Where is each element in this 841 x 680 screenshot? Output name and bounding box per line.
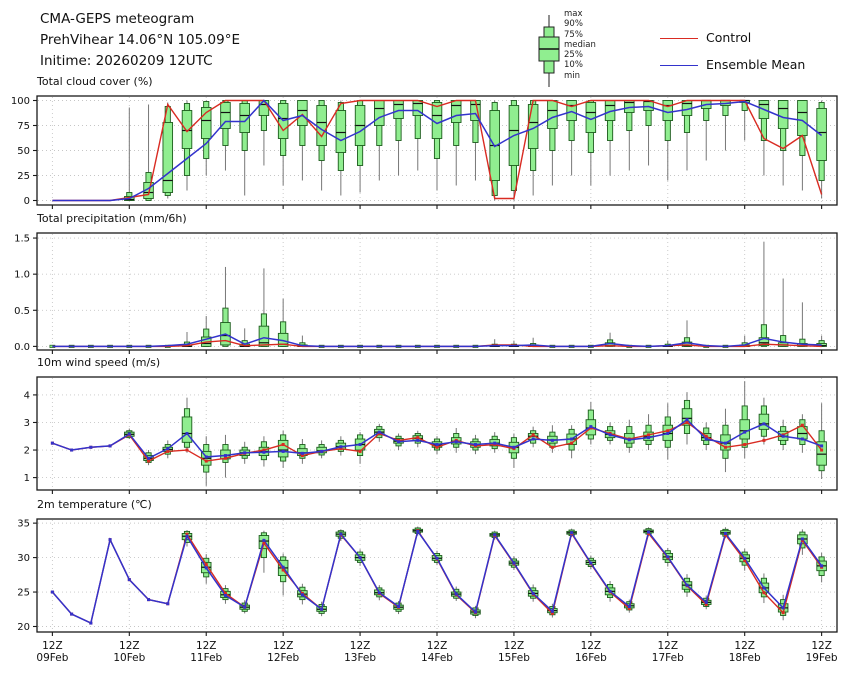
svg-text:14Feb: 14Feb [421, 652, 453, 664]
legend-box-label-90: 90% [564, 19, 583, 30]
svg-text:12Z: 12Z [42, 640, 63, 652]
svg-text:12Z: 12Z [273, 640, 294, 652]
control-legend-label: Control [706, 30, 752, 45]
boxplot-legend-labels: max 90% 75% median 25% 10% min [564, 9, 596, 81]
boxplot-legend-icon [538, 15, 560, 87]
panel-title-wind-speed: 10m wind speed (m/s) [37, 356, 161, 369]
svg-text:12Z: 12Z [504, 640, 525, 652]
svg-text:25: 25 [17, 588, 30, 599]
svg-text:12Z: 12Z [811, 640, 832, 652]
svg-text:12Feb: 12Feb [267, 652, 299, 664]
svg-text:4: 4 [24, 390, 30, 401]
svg-text:3: 3 [24, 418, 30, 429]
svg-text:12Z: 12Z [657, 640, 678, 652]
header: CMA-GEPS meteogram PrehVihear 14.06°N 10… [40, 9, 240, 72]
svg-text:1.0: 1.0 [14, 270, 30, 281]
legend-box-label-min: min [564, 70, 581, 81]
legend-box-label-75: 75% [564, 29, 583, 40]
control-line-swatch [660, 38, 698, 39]
svg-text:12Z: 12Z [119, 640, 140, 652]
panel-title-cloud-cover: Total cloud cover (%) [37, 75, 153, 88]
svg-text:15Feb: 15Feb [498, 652, 530, 664]
svg-text:12Z: 12Z [196, 640, 217, 652]
svg-text:12Z: 12Z [350, 640, 371, 652]
panel-title-temperature: 2m temperature (℃) [37, 498, 152, 511]
app-title: CMA-GEPS meteogram [40, 11, 195, 27]
svg-text:19Feb: 19Feb [806, 652, 838, 664]
svg-text:17Feb: 17Feb [652, 652, 684, 664]
svg-text:25: 25 [17, 171, 30, 182]
svg-text:0.0: 0.0 [14, 342, 30, 353]
svg-text:50: 50 [17, 146, 30, 157]
svg-text:12Z: 12Z [734, 640, 755, 652]
svg-text:100: 100 [11, 96, 30, 107]
svg-text:16Feb: 16Feb [575, 652, 607, 664]
panel-title-precipitation: Total precipitation (mm/6h) [37, 212, 187, 225]
legend-box-label-max: max [564, 9, 583, 19]
svg-text:2: 2 [24, 446, 30, 457]
svg-text:11Feb: 11Feb [190, 652, 222, 664]
svg-text:13Feb: 13Feb [344, 652, 376, 664]
svg-text:1.5: 1.5 [14, 234, 30, 245]
svg-text:20: 20 [17, 622, 30, 633]
svg-text:1: 1 [24, 473, 30, 484]
svg-text:30: 30 [17, 553, 30, 564]
svg-text:35: 35 [17, 519, 30, 530]
svg-text:75: 75 [17, 121, 30, 132]
location-line: PrehVihear 14.06°N 105.09°E [40, 32, 240, 48]
legend-box-label-25: 25% [564, 50, 583, 61]
ensemble-mean-line-swatch [660, 65, 698, 66]
svg-text:0: 0 [24, 196, 30, 207]
svg-text:18Feb: 18Feb [729, 652, 761, 664]
inittime-line: Initime: 20260209 12UTC [40, 53, 213, 69]
legend-box-label-median: median [564, 39, 596, 50]
svg-text:10Feb: 10Feb [113, 652, 145, 664]
ensemble-mean-legend-label: Ensemble Mean [706, 57, 806, 72]
svg-text:09Feb: 09Feb [36, 652, 68, 664]
svg-text:12Z: 12Z [427, 640, 448, 652]
legend-box-label-10: 10% [564, 60, 583, 71]
svg-text:12Z: 12Z [581, 640, 602, 652]
svg-text:0.5: 0.5 [14, 306, 30, 317]
